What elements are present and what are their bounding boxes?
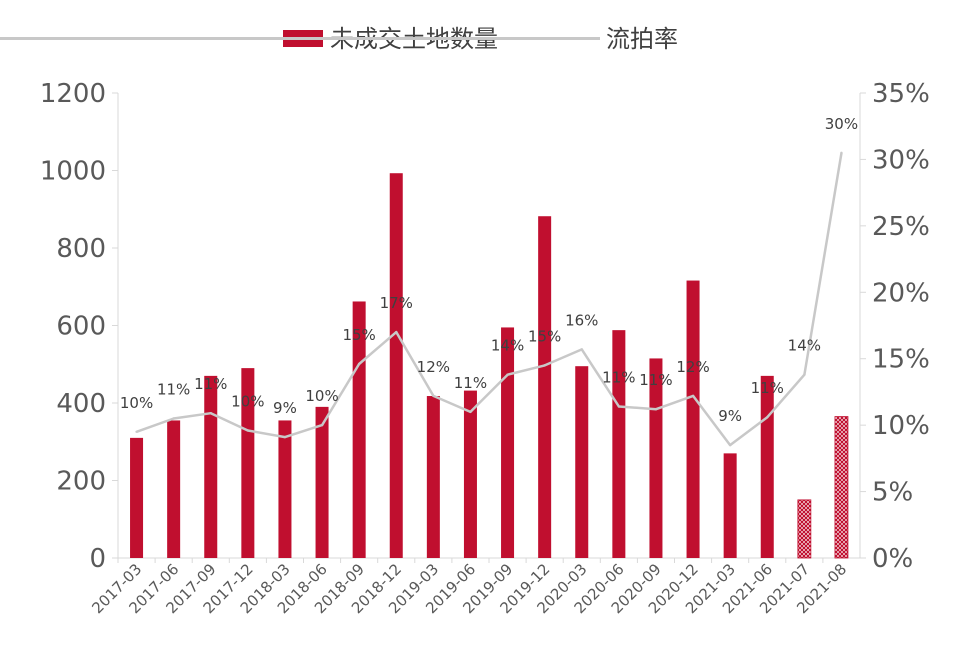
right-axis-tick-label: 15%	[872, 345, 930, 375]
bar-2018-03	[278, 420, 292, 558]
line-point	[395, 330, 398, 334]
x-axis-ticks: 2017-032017-062017-092017-122018-032018-…	[88, 558, 850, 617]
right-axis-tick-label: 35%	[872, 79, 930, 109]
line-data-label: 12%	[676, 358, 709, 376]
legend: 未成交土地数量 流拍率	[0, 25, 678, 53]
right-axis-tick-label: 30%	[872, 145, 930, 175]
bar-2021-06	[760, 375, 774, 558]
line-point	[840, 151, 843, 154]
bar-2020-03	[575, 366, 589, 558]
bar-2017-09	[204, 375, 218, 558]
line-point	[135, 430, 138, 433]
bar-2021-07	[797, 499, 812, 559]
line-data-label: 16%	[565, 311, 598, 329]
line-point	[654, 408, 658, 411]
bar-2017-03	[130, 437, 144, 558]
line-point	[320, 423, 324, 427]
bar-2019-03	[426, 396, 440, 558]
bar-2020-06	[612, 330, 626, 558]
line-data-label: 9%	[273, 399, 297, 417]
line-point	[580, 348, 583, 351]
line-data-label: 15%	[342, 326, 375, 344]
line-point	[691, 394, 695, 398]
bar-2021-03	[723, 453, 737, 558]
line-point	[728, 443, 732, 447]
line-data-label: 14%	[491, 337, 524, 355]
right-axis-tick-label: 25%	[872, 212, 930, 242]
line-data-label: 30%	[825, 115, 858, 133]
line-data-label: 11%	[454, 374, 487, 392]
line-data-label: 15%	[528, 327, 561, 345]
line-data-label: 17%	[380, 294, 413, 312]
right-axis-tick-label: 5%	[872, 478, 913, 508]
line-point	[543, 364, 546, 367]
line-point	[209, 411, 212, 415]
line-point	[357, 362, 361, 366]
line-data-label: 10%	[120, 394, 153, 412]
right-axis-ticks: 0% 5% 10% 15% 20% 25% 30% 35%	[860, 79, 930, 574]
left-axis-tick-label: 600	[56, 312, 106, 342]
right-axis-tick-label: 20%	[872, 278, 930, 308]
line-data-label: 11%	[157, 381, 190, 399]
line-data-label: 11%	[639, 371, 672, 389]
line-series	[135, 151, 843, 447]
right-axis-tick-label: 10%	[872, 411, 930, 441]
line-data-label: 11%	[194, 375, 227, 393]
line-point	[506, 373, 509, 376]
right-axis-tick-label: 0%	[872, 544, 913, 574]
data-labels: 10%11% 11%10% 9%10%15%17%12%11%14%15%16%11…	[120, 115, 858, 425]
bar-2019-06	[463, 390, 477, 558]
line-point	[803, 373, 806, 376]
line-path	[136, 152, 843, 447]
left-axis-tick-label: 400	[56, 389, 106, 419]
line-data-label: 11%	[602, 369, 635, 387]
line-point	[617, 405, 621, 408]
left-axis-tick-label: 200	[56, 467, 106, 497]
bar-2017-06	[167, 420, 181, 558]
left-axis-tick-label: 1200	[40, 79, 106, 109]
line-data-label: 11%	[751, 379, 784, 397]
bar-2018-06	[315, 406, 329, 558]
line-data-label: 10%	[305, 387, 338, 405]
line-data-label: 14%	[788, 337, 821, 355]
line-point	[246, 429, 250, 432]
bar-2020-12	[686, 280, 700, 558]
line-point	[172, 417, 175, 420]
bar-2018-12	[389, 173, 403, 558]
line-point	[766, 415, 769, 419]
line-data-label: 9%	[718, 407, 742, 425]
legend-line-label: 流拍率	[606, 25, 678, 53]
bar-2017-12	[241, 368, 255, 558]
bar-2019-12	[538, 216, 552, 558]
line-point	[432, 394, 435, 398]
line-data-label: 12%	[417, 358, 450, 376]
line-point	[283, 435, 287, 439]
left-axis-tick-label: 800	[56, 234, 106, 264]
left-axis-tick-label: 1000	[40, 157, 106, 187]
bar-series	[130, 173, 849, 559]
line-data-label: 10%	[231, 392, 264, 410]
line-point	[469, 410, 472, 414]
bar-2021-08	[834, 416, 849, 559]
left-axis-tick-label: 0	[89, 544, 106, 574]
bar-2018-09	[352, 301, 366, 558]
bar-2019-09	[501, 327, 515, 558]
left-axis-ticks: 0 200 400 600 800 1000 1200	[40, 79, 118, 574]
